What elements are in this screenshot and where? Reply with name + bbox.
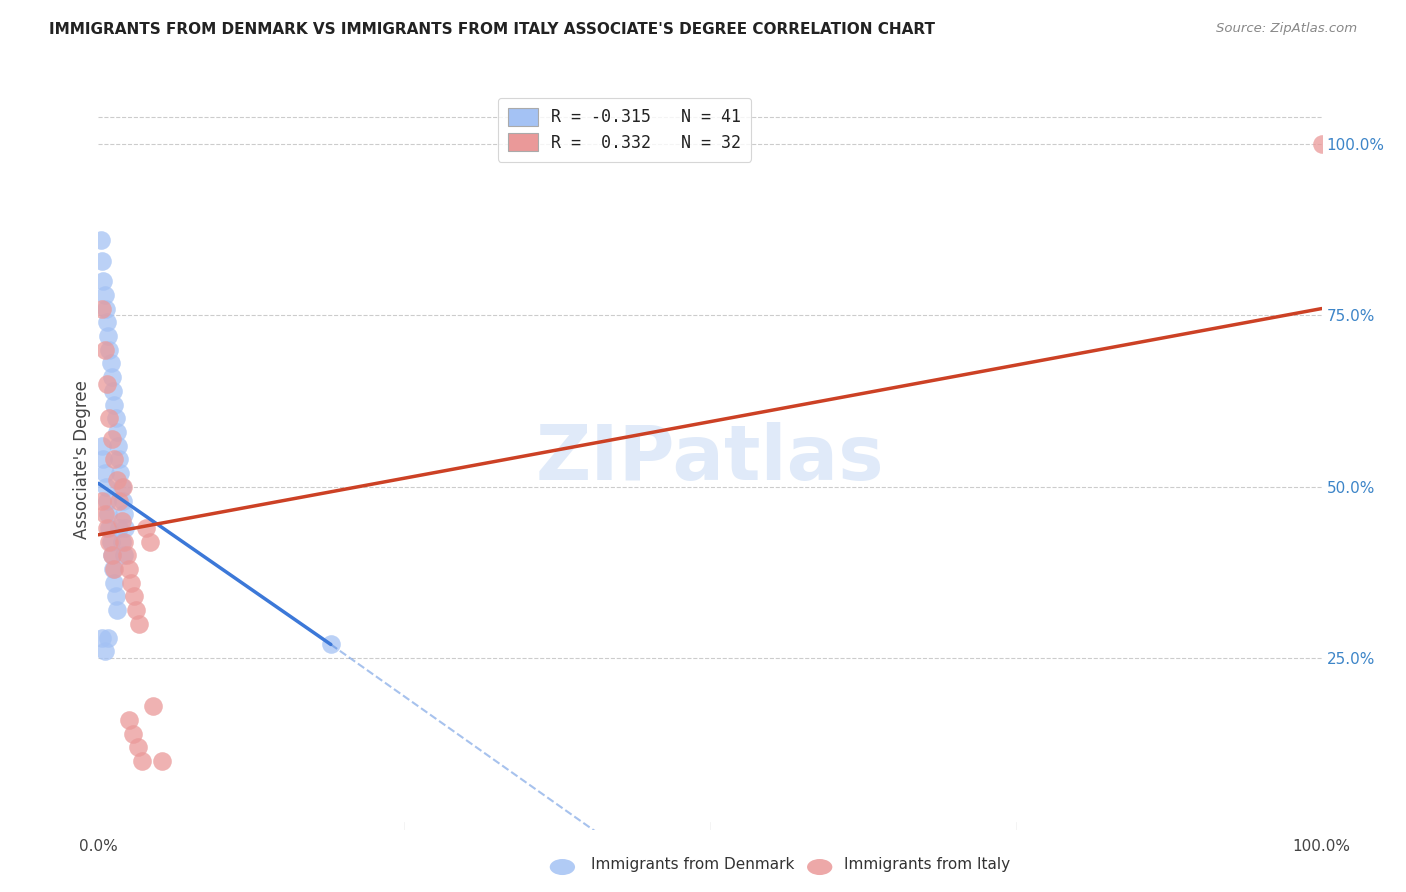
Point — [1310, 136, 1333, 151]
Point — [103, 398, 125, 412]
Point — [98, 343, 121, 357]
Point — [104, 590, 127, 604]
Point — [107, 439, 129, 453]
Point — [121, 726, 143, 740]
Point — [111, 480, 134, 494]
Point — [97, 329, 120, 343]
Point — [101, 549, 124, 563]
Point — [90, 233, 112, 247]
Point — [118, 562, 141, 576]
Point — [135, 521, 157, 535]
Point — [127, 740, 149, 755]
Point — [111, 480, 134, 494]
Point — [103, 452, 125, 467]
Point — [94, 301, 117, 316]
Point — [101, 432, 124, 446]
Legend: R = -0.315   N = 41, R =  0.332   N = 32: R = -0.315 N = 41, R = 0.332 N = 32 — [498, 97, 751, 161]
Point — [101, 562, 124, 576]
Point — [101, 549, 124, 563]
Point — [101, 384, 124, 398]
Point — [93, 466, 115, 480]
Point — [103, 575, 125, 590]
Circle shape — [550, 859, 575, 875]
Text: ZIPatlas: ZIPatlas — [536, 423, 884, 496]
Point — [98, 534, 121, 549]
Point — [111, 534, 134, 549]
Point — [93, 644, 115, 658]
Point — [319, 637, 342, 651]
Point — [108, 493, 131, 508]
Point — [131, 754, 153, 768]
Point — [118, 713, 141, 727]
Point — [139, 534, 162, 549]
Text: Immigrants from Denmark: Immigrants from Denmark — [591, 857, 794, 872]
Point — [91, 452, 114, 467]
Y-axis label: Associate's Degree: Associate's Degree — [73, 380, 91, 539]
Circle shape — [807, 859, 832, 875]
Point — [93, 288, 115, 302]
Point — [108, 452, 131, 467]
Point — [122, 590, 145, 604]
Point — [93, 343, 115, 357]
Point — [110, 466, 132, 480]
Point — [96, 493, 118, 508]
Point — [105, 603, 128, 617]
Point — [93, 507, 115, 521]
Point — [96, 521, 118, 535]
Text: IMMIGRANTS FROM DENMARK VS IMMIGRANTS FROM ITALY ASSOCIATE'S DEGREE CORRELATION : IMMIGRANTS FROM DENMARK VS IMMIGRANTS FR… — [49, 22, 935, 37]
Point — [91, 301, 114, 316]
Point — [150, 754, 173, 768]
Point — [96, 376, 118, 391]
Point — [98, 411, 121, 425]
Point — [105, 425, 128, 439]
Point — [111, 514, 134, 528]
Point — [128, 616, 150, 631]
Point — [104, 411, 127, 425]
Point — [97, 631, 120, 645]
Point — [142, 699, 165, 714]
Point — [103, 562, 125, 576]
Point — [91, 439, 114, 453]
Point — [105, 473, 128, 487]
Point — [125, 603, 148, 617]
Point — [112, 534, 135, 549]
Point — [94, 480, 117, 494]
Text: Immigrants from Italy: Immigrants from Italy — [844, 857, 1010, 872]
Text: Source: ZipAtlas.com: Source: ZipAtlas.com — [1216, 22, 1357, 36]
Point — [108, 521, 131, 535]
Point — [112, 549, 135, 563]
Point — [91, 253, 114, 268]
Point — [114, 521, 136, 535]
Point — [100, 534, 122, 549]
Point — [111, 493, 134, 508]
Point — [115, 549, 138, 563]
Point — [101, 370, 124, 384]
Point — [112, 507, 135, 521]
Point — [100, 356, 122, 370]
Point — [91, 631, 114, 645]
Point — [97, 507, 120, 521]
Point — [96, 315, 118, 329]
Point — [91, 274, 114, 288]
Point — [120, 575, 142, 590]
Point — [98, 521, 121, 535]
Point — [91, 493, 114, 508]
